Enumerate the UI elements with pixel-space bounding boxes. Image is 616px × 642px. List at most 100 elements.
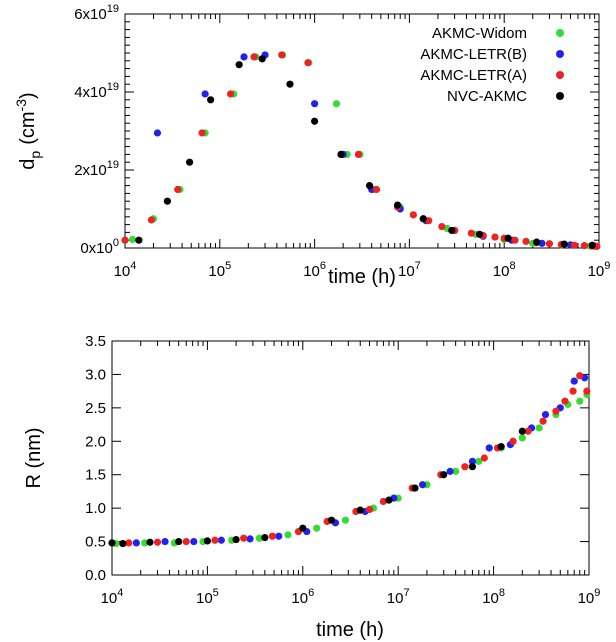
y-tick-label: 0.0: [85, 567, 106, 584]
data-point: [552, 407, 560, 415]
data-point: [580, 242, 588, 250]
series-nvc-akmc: [135, 55, 596, 249]
data-point: [545, 240, 554, 248]
data-point: [207, 96, 215, 104]
data-point: [185, 158, 194, 166]
data-point: [153, 129, 162, 137]
data-point: [497, 443, 505, 451]
data-point: [299, 524, 307, 532]
data-point: [511, 236, 519, 244]
data-point: [440, 471, 448, 479]
x-tick-label: 106: [291, 587, 314, 607]
data-point: [522, 237, 530, 245]
x-tick-label: 105: [196, 587, 219, 607]
data-point: [250, 53, 258, 61]
data-point: [448, 226, 456, 235]
y-tick-label: 3.5: [85, 333, 106, 350]
series-nvc-akmc: [108, 427, 526, 548]
data-point: [286, 80, 294, 88]
data-point: [235, 61, 243, 69]
data-point: [255, 534, 263, 542]
density-x-axis-label: time (h): [328, 266, 396, 288]
legend-marker: [556, 29, 564, 37]
legend: AKMC-Widom AKMC-LETR(B) AKMC-LETR(A) NVC-AK…: [420, 25, 564, 105]
data-point: [182, 537, 190, 546]
data-point: [419, 215, 427, 223]
data-point: [304, 59, 312, 67]
data-point: [198, 129, 206, 137]
data-point: [411, 484, 419, 492]
y-tick-label: 4x1019: [74, 81, 119, 101]
data-point: [425, 217, 433, 225]
x-tick-label: 107: [398, 260, 421, 280]
data-point: [121, 236, 129, 244]
radius-axis-ticks: 104 105 106 107 108 109 0.0 0.5 1.0 1.5 2.0 2.5 3.0 3…: [85, 333, 600, 607]
y-tick-label: 1.5: [85, 467, 106, 484]
series-akmc-widom: [112, 390, 591, 548]
x-tick-label: 104: [101, 587, 124, 607]
data-point: [261, 533, 269, 542]
data-point: [468, 463, 477, 471]
data-point: [452, 467, 460, 475]
density-plot-frame: [124, 13, 600, 249]
data-point: [539, 417, 547, 425]
data-point: [161, 537, 169, 546]
data-point: [518, 427, 526, 435]
series-akmc-letr-b-: [132, 374, 589, 547]
data-point: [518, 434, 526, 442]
data-point: [119, 539, 127, 548]
data-point: [240, 53, 248, 61]
data-point: [135, 236, 143, 244]
data-point: [240, 534, 248, 542]
x-tick-label: 108: [482, 587, 505, 607]
data-point: [491, 233, 499, 241]
data-point: [541, 410, 550, 419]
data-point: [174, 185, 182, 194]
density-y-axis-label: dp (cm-3): [13, 92, 43, 169]
density-y-label-close: ): [17, 92, 39, 99]
data-point: [337, 150, 345, 158]
legend-label: NVC-AKMC: [447, 88, 527, 105]
data-point: [485, 444, 493, 452]
data-point: [588, 241, 596, 249]
legend-marker: [556, 50, 564, 58]
x-tick-label: 107: [387, 587, 410, 607]
y-tick-label: 2.0: [85, 433, 106, 450]
data-point: [570, 241, 578, 249]
data-point: [141, 539, 149, 547]
radius-plot-frame: [111, 340, 590, 576]
data-point: [475, 230, 484, 238]
radius-x-axis-label: time (h): [316, 619, 384, 641]
data-point: [284, 531, 292, 539]
density-data-points: [121, 51, 601, 251]
data-point: [128, 235, 137, 244]
data-point: [175, 537, 183, 546]
data-point: [569, 387, 577, 395]
data-point: [393, 201, 402, 209]
radius-y-axis-label: R (nm): [23, 427, 45, 488]
data-point: [275, 532, 283, 540]
data-point: [372, 185, 381, 194]
data-point: [163, 197, 171, 205]
data-point: [211, 536, 219, 544]
data-point: [125, 539, 133, 547]
y-tick-label: 2x1019: [74, 159, 119, 179]
data-point: [132, 539, 140, 547]
x-tick-label: 109: [588, 260, 611, 280]
data-point: [504, 234, 512, 242]
series-akmc-letr-b-: [153, 51, 599, 250]
x-tick-label: 108: [493, 260, 516, 280]
data-point: [385, 496, 393, 504]
y-tick-label: 0.5: [85, 534, 106, 551]
data-point: [246, 535, 254, 543]
data-point: [258, 55, 266, 63]
data-point: [354, 150, 363, 158]
series-akmc-letr-a-: [125, 372, 591, 547]
density-y-label-sub: p: [27, 151, 43, 159]
radius-data-points: [108, 372, 591, 548]
data-point: [190, 537, 198, 546]
data-point: [509, 437, 517, 445]
density-y-label-main: d: [17, 159, 39, 170]
density-axis-ticks: 104 105 106 107 108 109 0x100 2x1019 4x1019 6x101…: [74, 3, 610, 280]
